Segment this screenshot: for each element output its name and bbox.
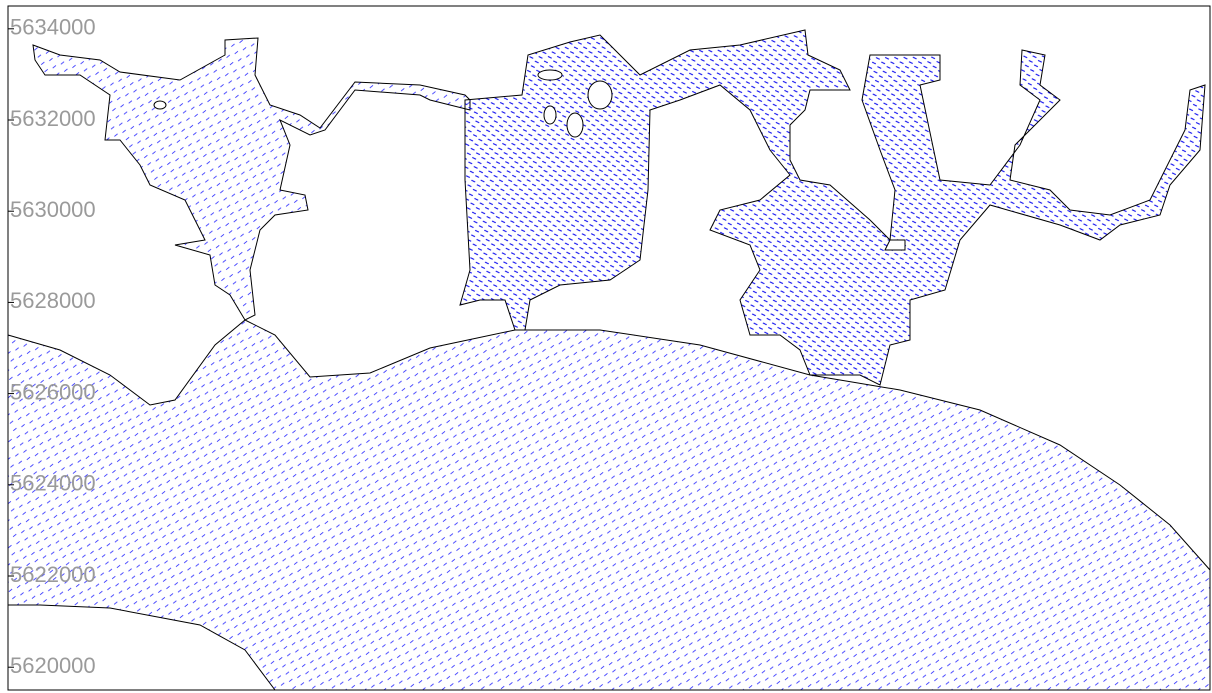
y-tick-label: 5628000 [10,288,96,313]
y-tick-label: 5626000 [10,379,96,404]
island [153,100,167,110]
y-tick-label: 5622000 [10,562,96,587]
island [587,80,613,110]
y-tick-label: 5632000 [10,106,96,131]
island [884,239,906,251]
western-estuary [32,37,471,321]
water-bodies [7,29,1211,691]
central-estuary [459,29,1206,386]
y-tick-label: 5630000 [10,197,96,222]
island [566,112,584,138]
island [537,69,563,81]
island [543,105,557,125]
y-tick-label: 5634000 [10,15,96,40]
y-tick-label: 5620000 [10,653,96,678]
y-tick-label: 5624000 [10,471,96,496]
y-axis: 5620000 5622000 5624000 5626000 5628000 56300… [8,15,96,678]
